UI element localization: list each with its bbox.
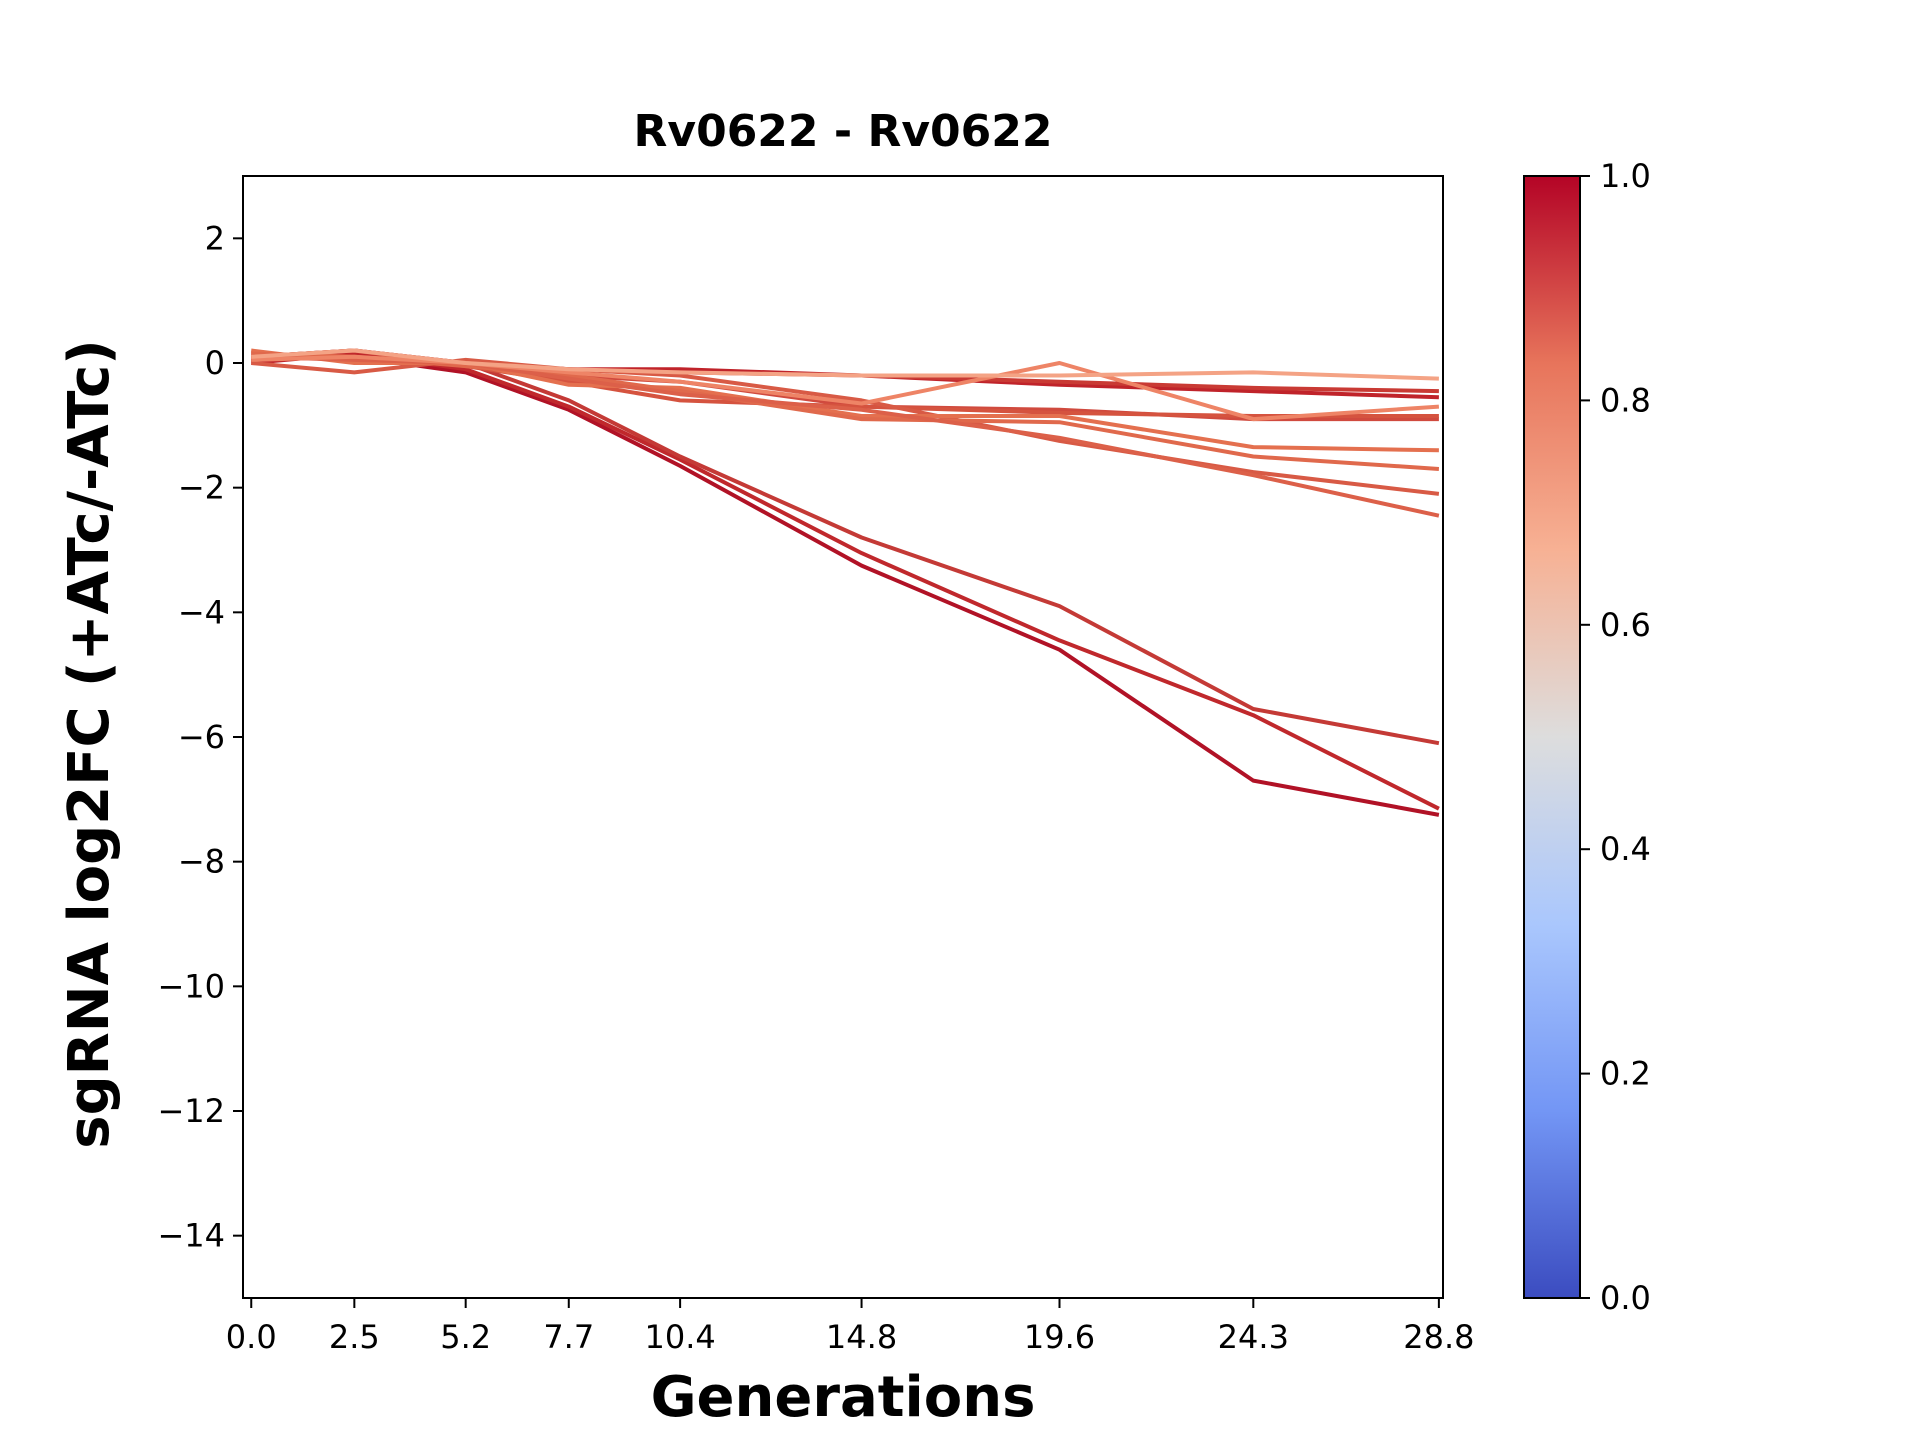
y-tick-label: −4 [178,593,225,631]
x-tick-label: 7.7 [543,1318,594,1356]
x-axis-label: Generations [651,1365,1036,1430]
y-tick-label: −10 [157,967,225,1005]
x-tick-label: 0.0 [226,1318,277,1356]
colorbar-tick-label: 0.4 [1600,830,1651,868]
plot-area [242,175,1444,1299]
x-tick-label: 14.8 [826,1318,897,1356]
colorbar-tick-label: 0.2 [1600,1055,1651,1093]
x-tick-label: 24.3 [1218,1318,1289,1356]
y-tick-label: −8 [178,843,225,881]
series-line-11 [251,354,1440,518]
chart-title: Rv0622 - Rv0622 [634,106,1053,157]
colorbar-tick-label: 0.6 [1600,606,1651,644]
series-line-13 [251,348,1439,381]
series-line-12 [251,354,1440,422]
x-tick-label: 10.4 [644,1318,715,1356]
y-tick-label: −6 [178,718,225,756]
x-tick-label: 19.6 [1024,1318,1095,1356]
y-tick-label: −12 [157,1092,225,1130]
series-line-1 [251,354,1440,817]
colorbar-gradient [1523,175,1581,1299]
plot-frame [242,175,1444,1299]
x-tick-label: 2.5 [329,1318,380,1356]
colorbar-tick-label: 1.0 [1600,157,1651,195]
y-tick-label: 2 [205,219,225,257]
series-line-8 [251,357,1440,496]
x-axis: 0.0 2.5 5.2 7.7 10.4 14.8 19.6 24.3 28.8 [226,1298,1475,1356]
y-tick-label: −2 [178,469,225,507]
y-axis-label: sgRNA log2FC (+ATc/-ATc) [57,339,122,1149]
series-line-2 [251,351,1440,811]
y-tick-label: 0 [205,344,225,382]
colorbar: 0.0 0.2 0.4 0.6 0.8 1.0 [1523,157,1651,1317]
y-tick-label: −14 [157,1217,225,1255]
series-line-9 [250,348,1439,453]
x-tick-label: 5.2 [440,1318,491,1356]
x-tick-label: 28.8 [1403,1318,1474,1356]
colorbar-tick-label: 0.0 [1600,1279,1651,1317]
series-group [250,348,1440,817]
y-axis: 2 0 −2 −4 −6 −8 −10 −12 −14 [157,219,243,1255]
colorbar-tick-label: 0.8 [1600,381,1651,419]
